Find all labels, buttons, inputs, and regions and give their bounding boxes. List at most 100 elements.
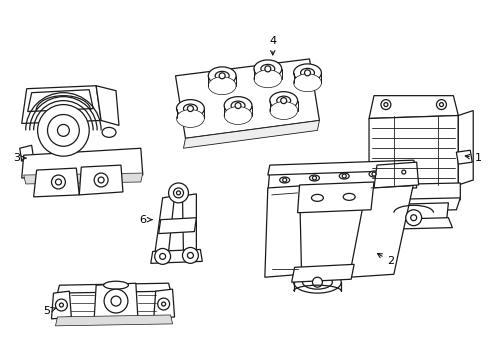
Ellipse shape xyxy=(102,127,116,137)
Circle shape xyxy=(47,114,79,146)
Ellipse shape xyxy=(224,96,251,114)
Polygon shape xyxy=(57,289,170,319)
Polygon shape xyxy=(455,150,471,164)
Polygon shape xyxy=(21,86,101,123)
Circle shape xyxy=(405,210,421,226)
Circle shape xyxy=(410,215,416,221)
Ellipse shape xyxy=(103,281,128,289)
Circle shape xyxy=(182,247,198,264)
Circle shape xyxy=(98,177,104,183)
Ellipse shape xyxy=(208,67,236,85)
Polygon shape xyxy=(34,168,79,197)
Circle shape xyxy=(380,100,390,109)
Ellipse shape xyxy=(279,177,289,183)
Ellipse shape xyxy=(269,92,297,109)
Circle shape xyxy=(176,191,180,195)
Polygon shape xyxy=(368,116,457,188)
Polygon shape xyxy=(153,289,174,319)
Ellipse shape xyxy=(311,194,323,201)
Polygon shape xyxy=(366,198,459,212)
Text: 6: 6 xyxy=(139,215,152,225)
Polygon shape xyxy=(366,183,459,202)
Ellipse shape xyxy=(343,193,354,201)
Polygon shape xyxy=(175,59,319,138)
Polygon shape xyxy=(96,86,119,125)
Circle shape xyxy=(60,303,63,307)
Circle shape xyxy=(312,277,322,287)
Circle shape xyxy=(383,103,387,107)
Text: 2: 2 xyxy=(377,253,394,266)
Ellipse shape xyxy=(300,68,314,77)
Circle shape xyxy=(55,299,67,311)
Polygon shape xyxy=(55,315,172,326)
Polygon shape xyxy=(267,160,416,175)
Circle shape xyxy=(371,172,375,176)
Circle shape xyxy=(264,66,270,72)
Polygon shape xyxy=(150,249,202,264)
Circle shape xyxy=(401,170,405,174)
Ellipse shape xyxy=(260,64,274,73)
Polygon shape xyxy=(79,165,122,195)
Circle shape xyxy=(312,176,316,180)
Ellipse shape xyxy=(183,104,197,113)
Polygon shape xyxy=(368,96,457,118)
Circle shape xyxy=(104,289,128,313)
Circle shape xyxy=(187,252,193,258)
Polygon shape xyxy=(183,121,319,148)
Circle shape xyxy=(51,175,65,189)
Circle shape xyxy=(157,298,169,310)
Circle shape xyxy=(235,103,241,109)
Polygon shape xyxy=(51,291,71,319)
Ellipse shape xyxy=(293,64,321,82)
Ellipse shape xyxy=(253,60,281,78)
Polygon shape xyxy=(24,173,142,184)
Circle shape xyxy=(160,253,165,260)
Ellipse shape xyxy=(215,71,229,80)
Ellipse shape xyxy=(253,70,281,88)
Ellipse shape xyxy=(231,101,244,110)
Ellipse shape xyxy=(339,173,348,179)
Circle shape xyxy=(282,178,286,182)
Text: 5: 5 xyxy=(43,306,56,316)
Circle shape xyxy=(168,183,188,203)
Polygon shape xyxy=(291,264,353,282)
Circle shape xyxy=(111,296,121,306)
Polygon shape xyxy=(348,183,413,277)
Polygon shape xyxy=(378,203,447,224)
Text: 1: 1 xyxy=(464,153,481,163)
Circle shape xyxy=(219,73,224,79)
Circle shape xyxy=(173,188,183,198)
Polygon shape xyxy=(57,283,170,293)
Circle shape xyxy=(304,70,310,76)
Circle shape xyxy=(436,100,446,109)
Circle shape xyxy=(280,98,286,104)
Polygon shape xyxy=(373,162,418,188)
Polygon shape xyxy=(20,145,34,161)
Ellipse shape xyxy=(293,271,341,293)
Circle shape xyxy=(94,173,108,187)
Polygon shape xyxy=(158,218,196,234)
Circle shape xyxy=(187,105,193,112)
Circle shape xyxy=(342,174,346,178)
Text: 3: 3 xyxy=(13,153,26,163)
Circle shape xyxy=(57,125,69,136)
Ellipse shape xyxy=(208,77,236,95)
Ellipse shape xyxy=(176,109,204,127)
Ellipse shape xyxy=(368,171,378,177)
Polygon shape xyxy=(154,196,174,255)
Ellipse shape xyxy=(269,102,297,120)
Polygon shape xyxy=(297,182,373,213)
Circle shape xyxy=(162,302,165,306)
Circle shape xyxy=(439,103,443,107)
Circle shape xyxy=(55,179,61,185)
Polygon shape xyxy=(28,90,93,112)
Circle shape xyxy=(38,105,89,156)
Polygon shape xyxy=(267,165,416,193)
Ellipse shape xyxy=(398,169,408,175)
Circle shape xyxy=(154,248,170,264)
Ellipse shape xyxy=(293,74,321,92)
Polygon shape xyxy=(21,148,142,178)
Ellipse shape xyxy=(276,96,290,105)
Ellipse shape xyxy=(302,275,332,289)
Polygon shape xyxy=(264,186,301,277)
